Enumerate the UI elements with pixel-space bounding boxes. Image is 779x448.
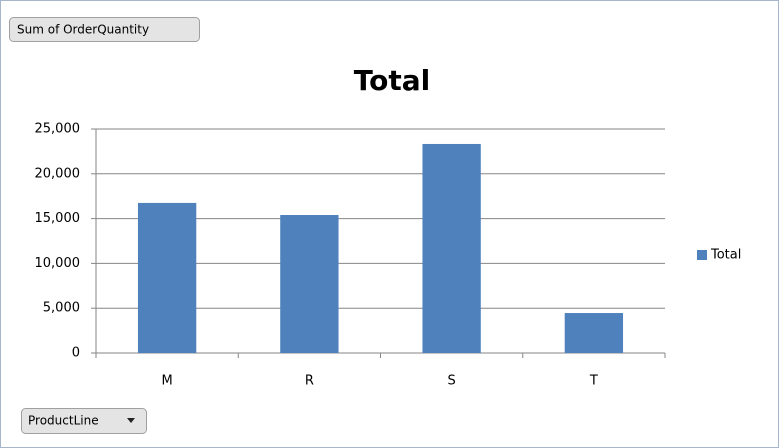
- y-tick-label: 5,000: [43, 301, 80, 316]
- axis-field-button[interactable]: ProductLine: [21, 408, 147, 434]
- legend-swatch: [697, 250, 707, 260]
- x-tick-label: M: [162, 374, 173, 389]
- x-tick-label: S: [447, 374, 455, 389]
- y-tick-label: 0: [72, 346, 80, 361]
- legend-label: Total: [710, 248, 741, 263]
- bar: [280, 215, 339, 353]
- button-bg[interactable]: [21, 408, 147, 434]
- y-tick-label: 15,000: [35, 211, 81, 226]
- value-field-button[interactable]: Sum of OrderQuantity: [9, 17, 200, 42]
- bar: [422, 143, 481, 353]
- dropdown-arrow[interactable]: [127, 418, 135, 423]
- y-tick-label: 25,000: [35, 122, 81, 137]
- y-tick-label: 10,000: [35, 256, 81, 271]
- chart-title: Total: [354, 64, 431, 97]
- y-tick-label: 20,000: [35, 166, 81, 181]
- x-tick-label: R: [305, 374, 314, 389]
- bar: [564, 313, 624, 353]
- button-bg[interactable]: [9, 17, 200, 42]
- button-label[interactable]: ProductLine: [28, 414, 99, 428]
- x-tick-label: T: [589, 374, 598, 389]
- button-label[interactable]: Sum of OrderQuantity: [17, 23, 149, 37]
- bar: [137, 202, 197, 353]
